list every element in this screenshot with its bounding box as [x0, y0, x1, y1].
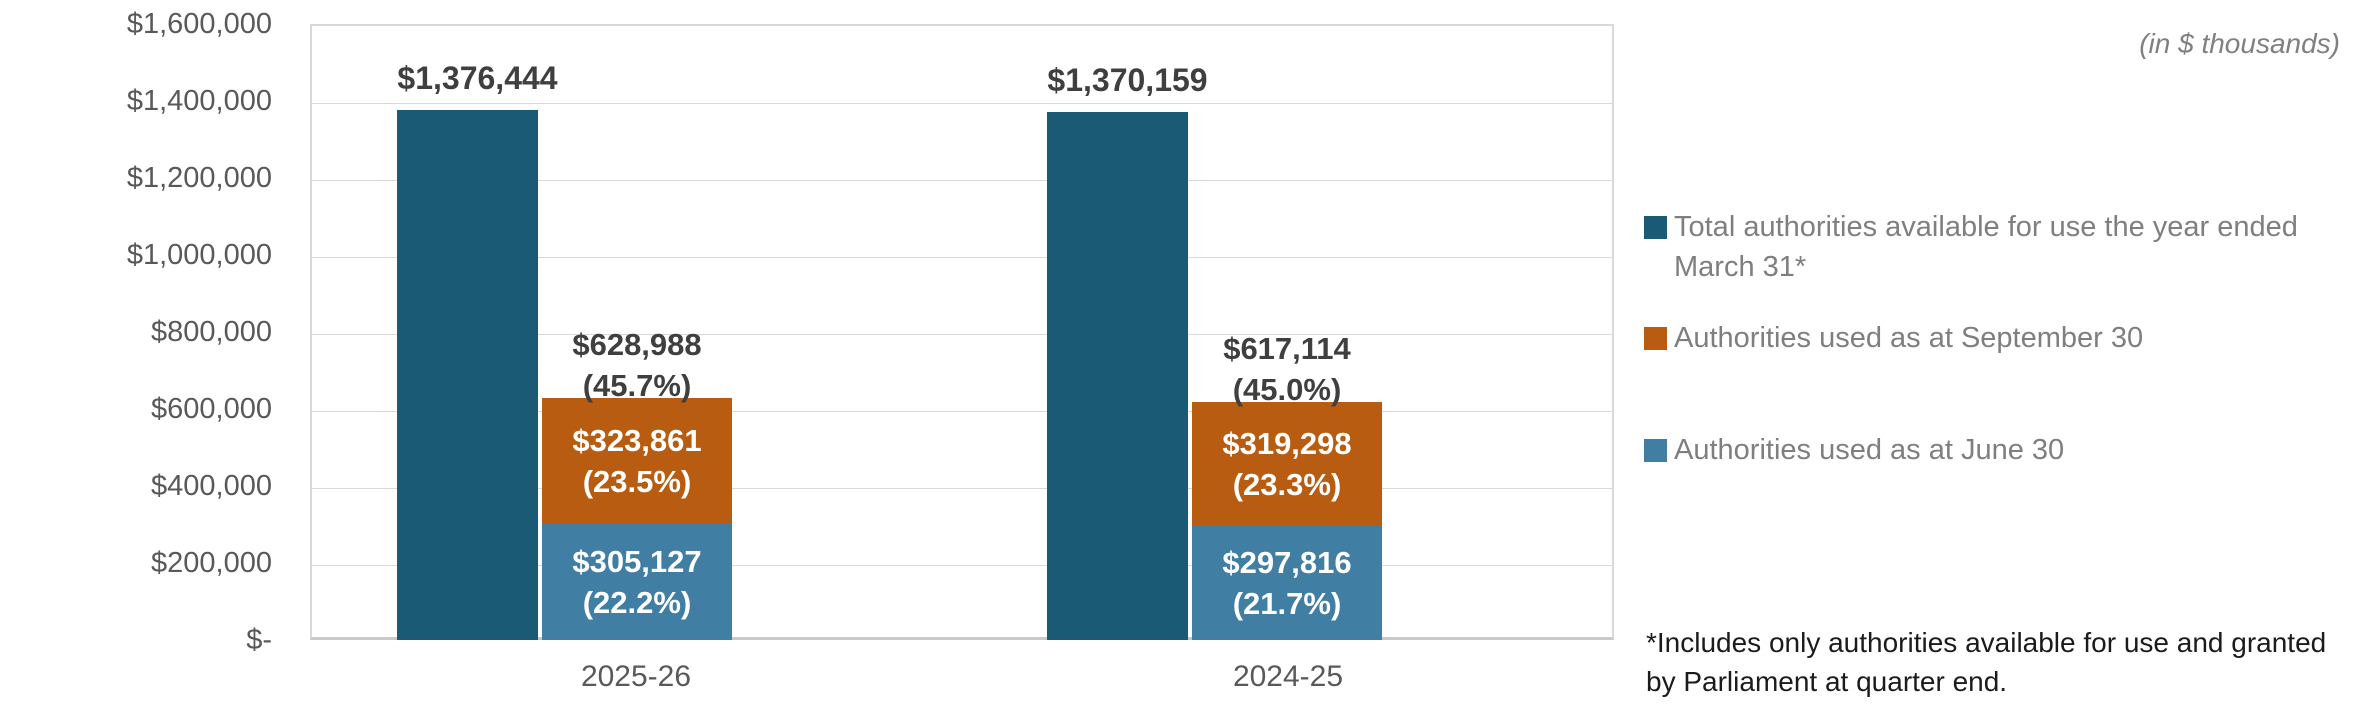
june-segment-bar: [1192, 525, 1382, 640]
used-september-swatch-icon: [1644, 327, 1667, 350]
unit-note-label: (in $ thousands): [2139, 28, 2340, 59]
y-axis-tick-label: $-: [246, 624, 272, 656]
legend-item-used-september: Authorities used as at September 30: [1644, 318, 2368, 358]
category-label: 2024-25: [1232, 660, 1344, 693]
legend-item-label: Total authorities available for use the …: [1674, 211, 2298, 283]
gridline: [312, 488, 1612, 489]
y-axis-tick-label: $1,200,000: [126, 162, 272, 194]
june-segment-value-label: $305,127 (22.2%): [572, 543, 702, 620]
gridline: [312, 565, 1612, 566]
total-authorities-swatch-icon: [1644, 216, 1667, 239]
september-segment-bar: [542, 398, 732, 523]
legend-item-total-authorities: Total authorities available for use the …: [1644, 207, 2368, 287]
used-total-value-label: $628,988 (45.7%): [572, 327, 702, 403]
total-bar-value-label: $1,370,159: [1047, 62, 1208, 98]
total-authorities-bar: [1047, 112, 1188, 640]
total-bar-value-label: $1,376,444: [397, 60, 558, 96]
gridline: [312, 103, 1612, 104]
gridline: [312, 257, 1612, 258]
y-axis-tick-label: $600,000: [151, 393, 272, 425]
june-segment-bar: [542, 523, 732, 640]
y-axis-tick-label: $1,400,000: [126, 85, 272, 117]
legend-item-label: Authorities used as at September 30: [1674, 322, 2144, 354]
total-authorities-bar: [397, 110, 538, 640]
september-segment-value-label: $323,861 (23.5%): [572, 422, 702, 499]
gridline: [312, 180, 1612, 181]
y-axis-tick-label: $200,000: [151, 547, 272, 579]
footnote: *Includes only authorities available for…: [1646, 627, 2327, 697]
category-label: 2025-26: [580, 660, 692, 693]
used-june-swatch-icon: [1644, 439, 1667, 462]
june-segment-value-label: $297,816 (21.7%): [1222, 544, 1352, 621]
used-total-value-label: $617,114 (45.0%): [1223, 331, 1351, 407]
gridline: [312, 334, 1612, 335]
legend-item-used-june: Authorities used as at June 30: [1644, 430, 2368, 470]
september-segment-value-label: $319,298 (23.3%): [1222, 425, 1352, 502]
legend-item-label: Authorities used as at June 30: [1674, 434, 2065, 466]
gridline: [312, 411, 1612, 412]
y-axis-tick-label: $1,600,000: [126, 8, 272, 40]
y-axis-tick-label: $400,000: [151, 470, 272, 502]
y-axis-tick-label: $800,000: [151, 316, 272, 348]
september-segment-bar: [1192, 402, 1382, 525]
y-axis-tick-label: $1,000,000: [126, 239, 272, 271]
